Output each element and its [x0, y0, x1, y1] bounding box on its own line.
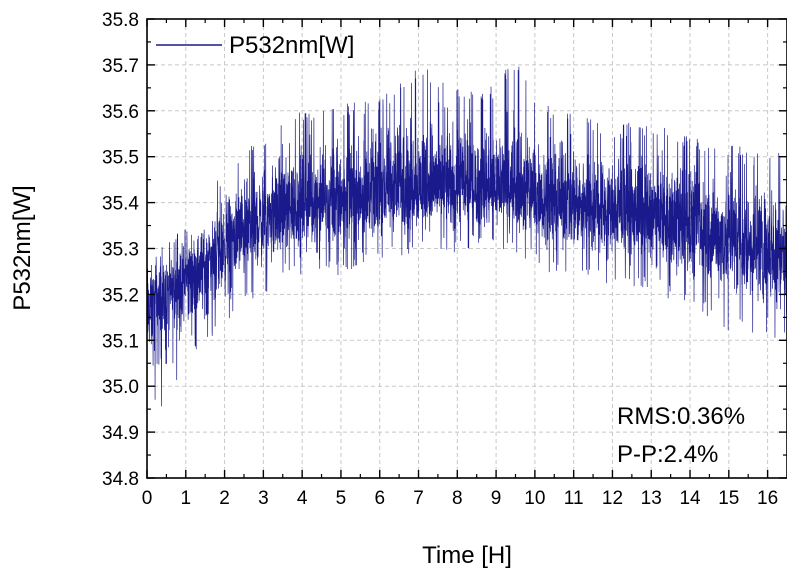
plot-area — [147, 66, 787, 407]
y-axis-title: P532nm[W] — [9, 185, 36, 310]
y-tick-label: 35.0 — [102, 377, 139, 398]
x-tick-label: 4 — [297, 488, 308, 509]
x-tick-label: 5 — [336, 488, 347, 509]
x-tick-label: 15 — [718, 488, 739, 509]
y-tick-label: 35.8 — [102, 10, 139, 31]
x-tick-label: 11 — [564, 488, 584, 509]
x-tick-label: 8 — [452, 488, 463, 509]
x-tick-label: 12 — [602, 488, 623, 509]
rms-annotation: RMS:0.36% — [617, 403, 745, 430]
y-tick-label: 35.5 — [102, 148, 139, 169]
x-tick-label: 3 — [258, 488, 269, 509]
y-tick-label: 35.4 — [102, 194, 139, 215]
series-line-p532nm — [147, 66, 787, 407]
y-tick-label: 34.9 — [102, 423, 139, 444]
x-tick-label: 16 — [757, 488, 778, 509]
y-tick-label: 34.8 — [102, 469, 139, 490]
x-tick-label: 0 — [142, 488, 153, 509]
series-layer — [147, 66, 787, 407]
x-axis-title: Time [H] — [422, 542, 512, 569]
x-tick-label: 7 — [413, 488, 424, 509]
y-tick-label: 35.3 — [102, 240, 139, 261]
y-tick-label: 35.6 — [102, 102, 139, 123]
y-tick-label: 35.1 — [102, 331, 139, 352]
ticks: 0 1 2 3 4 5 6 7 8 9 10 11 12 13 14 15 1634.834.935.035.1… — [102, 10, 787, 509]
x-tick-label: 2 — [219, 488, 230, 509]
x-tick-label: 13 — [641, 488, 662, 509]
x-tick-label: 9 — [491, 488, 502, 509]
legend-label: P532nm[W] — [229, 32, 354, 59]
legend: P532nm[W] — [156, 32, 354, 59]
x-tick-label: 14 — [679, 488, 701, 509]
y-tick-label: 35.2 — [102, 285, 139, 306]
peak-to-peak-annotation: P-P:2.4% — [617, 441, 718, 468]
x-tick-label: 10 — [524, 488, 545, 509]
y-tick-label: 35.7 — [102, 56, 139, 77]
x-tick-label: 6 — [374, 488, 385, 509]
x-tick-label: 1 — [180, 488, 191, 509]
